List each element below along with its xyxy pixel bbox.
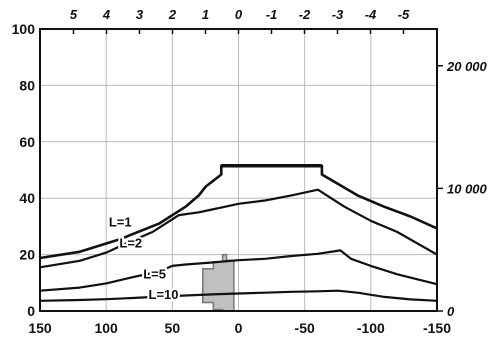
- x-top-tick-label: -4: [365, 7, 377, 22]
- curve-label: L=10: [149, 287, 179, 302]
- y-right-tick-label: 10 000: [447, 181, 488, 196]
- x-top-tick-label: -1: [266, 7, 278, 22]
- series-line: [39, 188, 438, 269]
- x-top-tick-label: 1: [202, 7, 209, 22]
- series-line: [39, 289, 438, 302]
- series-line: [39, 249, 438, 292]
- x-top-tick-label: -3: [332, 7, 344, 22]
- curve-label: L=1: [109, 214, 132, 229]
- y-left-tick-label: 40: [19, 190, 35, 206]
- x-top-tick-label: 3: [136, 7, 144, 22]
- x-bottom-tick-label: -150: [423, 320, 451, 336]
- x-top-tick-label: 5: [70, 7, 78, 22]
- curve-label: L=5: [143, 267, 166, 282]
- x-top-tick-label: 0: [235, 7, 243, 22]
- x-top-tick-label: -2: [299, 7, 311, 22]
- x-top-tick-label: -5: [398, 7, 410, 22]
- curves: [39, 164, 438, 302]
- x-bottom-tick-label: 150: [28, 320, 52, 336]
- shaded-region-layer: [202, 253, 235, 312]
- y-left-tick-label: 80: [19, 77, 35, 93]
- x-bottom-tick-label: -100: [357, 320, 385, 336]
- curve-label: L=2: [119, 236, 142, 251]
- x-bottom-tick-label: 0: [235, 320, 243, 336]
- x-bottom-tick-label: 100: [94, 320, 118, 336]
- x-top-tick-label: 2: [168, 7, 177, 22]
- shaded-region: [202, 253, 235, 312]
- y-left-tick-label: 0: [27, 303, 35, 319]
- y-left-tick-label: 20: [19, 247, 35, 263]
- y-left-tick-label: 60: [19, 134, 35, 150]
- x-top-tick-label: 4: [102, 7, 111, 22]
- series-line: [39, 164, 438, 260]
- x-bottom-tick-label: 50: [165, 320, 181, 336]
- y-left-tick-label: 100: [12, 21, 36, 37]
- curve-labels: L=1 L=2 L=5 L=10: [107, 212, 181, 304]
- x-bottom-tick-label: -50: [295, 320, 315, 336]
- y-right-tick-label: 0: [447, 304, 455, 319]
- y-right-tick-label: 20 000: [446, 59, 488, 74]
